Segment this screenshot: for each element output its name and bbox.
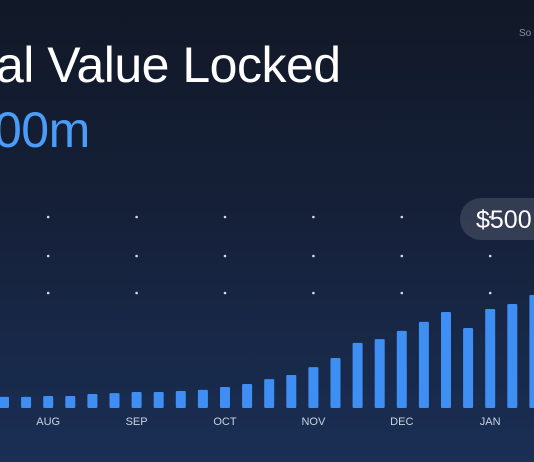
grid-dot — [46, 291, 50, 295]
bar — [286, 375, 297, 408]
annotation: $500 — [476, 206, 532, 234]
source: So — [519, 28, 532, 39]
bar — [65, 396, 76, 408]
grid-dot — [488, 291, 492, 295]
grid-dot — [223, 291, 227, 295]
bar — [330, 358, 341, 408]
x-tick-label: SEP — [126, 416, 148, 428]
bar — [175, 391, 186, 408]
bar — [109, 393, 120, 408]
grid-dot — [135, 291, 138, 295]
bar — [220, 386, 230, 408]
grid-dot — [46, 254, 50, 258]
grid-dot — [400, 291, 404, 295]
bar — [441, 311, 451, 408]
grid-dot — [312, 254, 315, 258]
grid-dot — [488, 215, 492, 219]
bar — [21, 396, 32, 408]
grid-dot — [312, 291, 315, 295]
bar — [264, 379, 275, 408]
x-tick-label: OCT — [213, 416, 237, 428]
bar — [418, 321, 429, 408]
bar — [352, 342, 363, 408]
bar — [197, 389, 208, 408]
grid-dot — [223, 254, 227, 258]
bar — [131, 391, 142, 408]
bar — [463, 327, 474, 408]
bar — [507, 304, 518, 408]
x-tick-label: NOV — [301, 416, 326, 428]
bar — [396, 330, 407, 408]
bar — [485, 309, 496, 408]
annotation-pill — [460, 198, 534, 240]
grid-dot — [400, 215, 404, 219]
bar — [153, 391, 164, 408]
bar — [87, 393, 98, 408]
bar — [242, 384, 253, 408]
x-tick-label: AUG — [36, 416, 60, 428]
grid-dot — [312, 215, 315, 219]
bar — [374, 339, 385, 408]
bar — [43, 396, 54, 408]
grid-dot — [46, 215, 50, 219]
bar — [0, 396, 9, 408]
grid-dot — [135, 215, 138, 219]
bar — [529, 295, 534, 408]
chart-title: al Value Locked — [0, 37, 341, 93]
grid-dot — [488, 254, 492, 258]
grid-dot — [135, 254, 138, 258]
grid-dot — [223, 215, 227, 219]
chart-subtitle: 00m — [0, 102, 90, 158]
x-tick-label: DEC — [390, 416, 413, 428]
x-tick-label: JAN — [480, 416, 501, 428]
bar — [308, 367, 319, 408]
grid-dot — [400, 254, 404, 258]
